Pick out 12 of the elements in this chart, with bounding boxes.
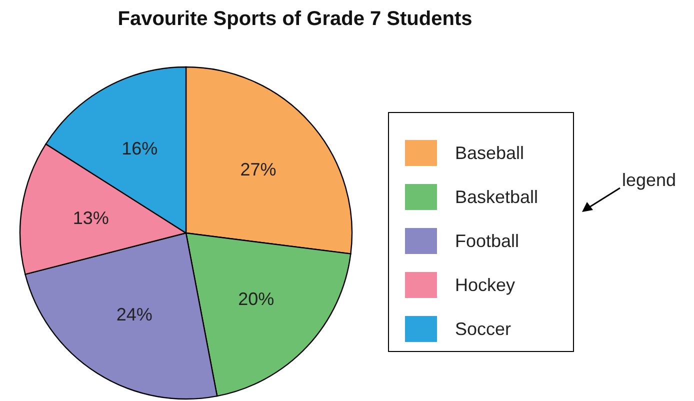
data-label: 16% (122, 138, 158, 159)
legend-label: Football (455, 230, 520, 252)
data-label: 20% (238, 288, 274, 309)
data-label: 13% (72, 208, 109, 228)
data-label: 27% (240, 159, 276, 180)
text: legend (622, 170, 676, 191)
legend-label: Hockey (455, 274, 516, 296)
data-label: 24% (116, 304, 152, 324)
legend-label: Basketball (455, 186, 538, 208)
legend-label: Baseball (455, 142, 524, 164)
chart-title: Favourite Sports of Grade 7 Students (116, 8, 474, 31)
legend-label: Soccer (455, 318, 512, 340)
